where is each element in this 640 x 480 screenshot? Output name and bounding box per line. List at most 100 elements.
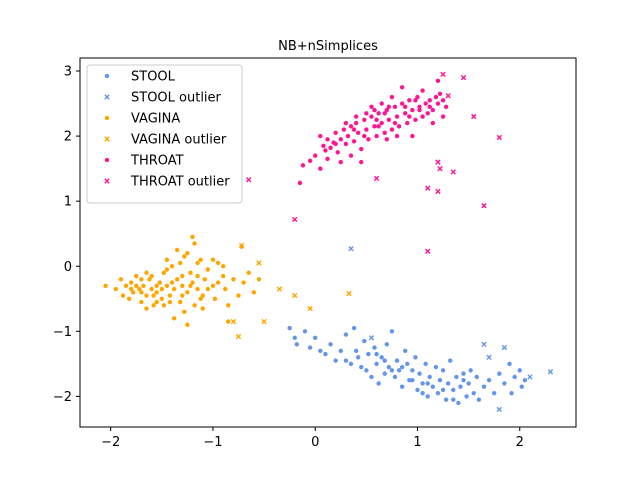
throat-outlier-point (460, 74, 467, 81)
throat-point (307, 158, 313, 164)
stool-point (362, 338, 367, 344)
vagina-point (139, 277, 144, 282)
throat-point (403, 104, 408, 110)
legend-label-stool-outlier: STOOL outlier (131, 91, 222, 106)
y-tick-label: 3 (64, 65, 72, 80)
chart-title: NB+nSimplices (278, 39, 378, 54)
vagina-point (174, 247, 180, 253)
vagina-point (154, 283, 159, 288)
stool-point (366, 351, 371, 357)
vagina-point (161, 270, 167, 275)
vagina-point (200, 293, 205, 298)
stool-point (464, 394, 469, 399)
throat-point (318, 166, 323, 171)
stool-point (423, 361, 428, 367)
throat-point (423, 101, 428, 106)
stool-point (379, 355, 384, 360)
stool-point (369, 374, 374, 380)
stool-point (440, 368, 446, 373)
throat-point (297, 180, 303, 186)
stool-point (427, 374, 432, 380)
stool-point (372, 345, 377, 350)
stool-point (502, 381, 507, 386)
vagina-point (174, 277, 180, 282)
stool-point (359, 364, 364, 370)
axes-layer: −2 −1 0 1 2 −2 −1 0 1 2 3 (53, 65, 524, 450)
stool-point (491, 390, 497, 396)
stool-point (481, 384, 487, 389)
throat-point (399, 101, 405, 106)
vagina-point (195, 273, 200, 279)
x-tick-label: −1 (203, 435, 222, 450)
stool-point (399, 384, 405, 389)
throat-point (355, 130, 361, 136)
vagina-point (256, 277, 262, 282)
vagina-outlier-point (235, 333, 242, 340)
stool-point (403, 348, 408, 354)
throat-point (313, 153, 318, 158)
vagina-outlier-point (346, 290, 352, 297)
stool-point (471, 390, 476, 396)
throat-point (420, 114, 425, 119)
throat-point (386, 104, 392, 110)
throat-point (328, 145, 333, 151)
stool-point (425, 381, 430, 386)
vagina-point (178, 299, 183, 305)
vagina-point (185, 322, 190, 328)
vagina-point (130, 290, 136, 295)
throat-point (430, 120, 436, 126)
plot-frame (79, 57, 577, 428)
throat-point (362, 117, 367, 123)
vagina-point (226, 303, 231, 308)
throat-outlier-point (437, 165, 443, 172)
throat-point (318, 133, 323, 139)
vagina-point (210, 283, 216, 288)
throat-point (407, 98, 412, 103)
stool-point (374, 351, 379, 357)
vagina-point (188, 283, 193, 288)
vagina-point (190, 234, 195, 240)
throat-outlier-point (440, 71, 446, 77)
stool-point (420, 390, 425, 396)
vagina-point (190, 280, 195, 285)
throat-point (348, 153, 354, 158)
throat-point (372, 124, 377, 129)
vagina-point (185, 290, 190, 295)
vagina-point (231, 277, 236, 282)
stool-outlier-point (486, 354, 492, 361)
vagina-outlier-point (292, 292, 298, 299)
stool-point (287, 325, 292, 331)
throat-point (372, 107, 377, 113)
stool-point (307, 345, 313, 350)
throat-outlier-point (450, 169, 456, 175)
vagina-point (164, 267, 170, 272)
vagina-point (126, 296, 132, 301)
stool-point (405, 361, 410, 367)
vagina-point (200, 306, 205, 311)
vagina-point (251, 290, 257, 295)
vagina-point (212, 296, 218, 301)
throat-point (338, 159, 343, 165)
throat-outlier-point (373, 175, 380, 182)
throat-point (382, 130, 387, 136)
stool-point (456, 400, 461, 406)
stool-point (364, 368, 369, 373)
vagina-point (226, 319, 231, 324)
throat-point (343, 120, 349, 126)
vagina-point (149, 286, 154, 292)
stool-point (374, 361, 379, 367)
vagina-outlier-point (276, 286, 283, 292)
vagina-point (223, 286, 228, 292)
stool-point (353, 348, 359, 354)
throat-point (359, 146, 364, 152)
vagina-point (137, 286, 142, 292)
throat-point (351, 127, 357, 132)
x-tick-label: −2 (101, 435, 120, 450)
vagina-point (180, 293, 185, 298)
stool-point (302, 329, 308, 334)
vagina-point (220, 273, 226, 279)
vagina-outlier-point (230, 318, 237, 325)
legend-marker-vagina (104, 115, 110, 121)
throat-point (343, 141, 349, 147)
throat-point (348, 124, 354, 129)
